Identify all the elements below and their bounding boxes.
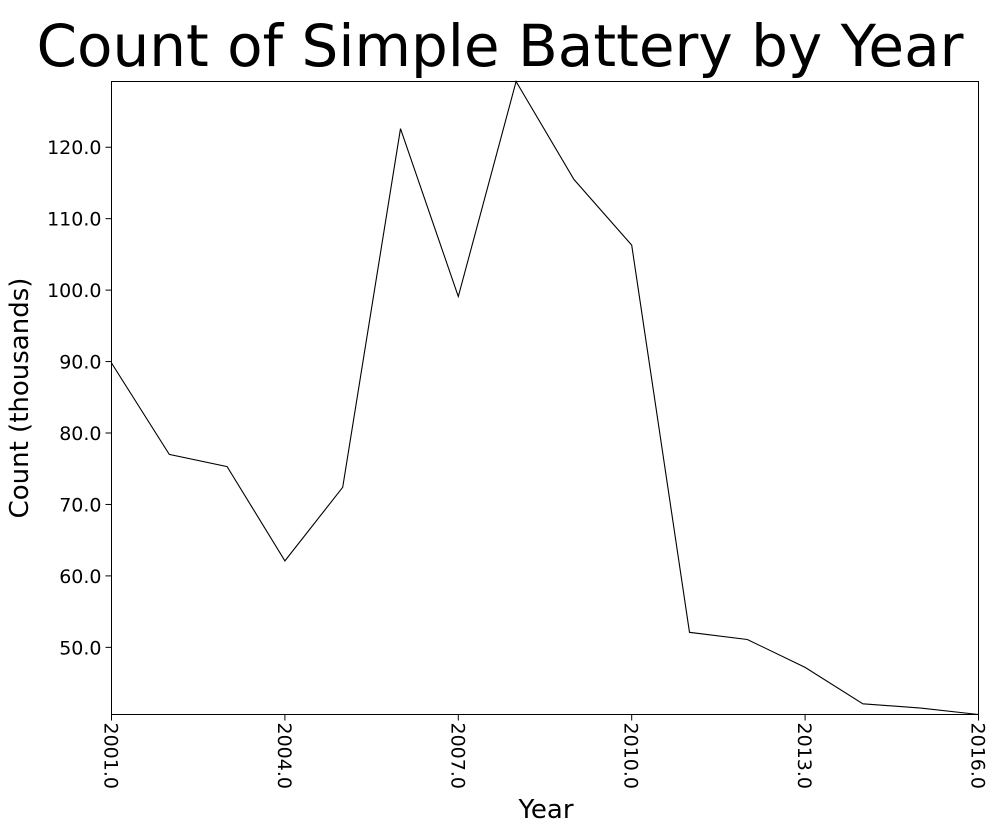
chart-title: Count of Simple Battery by Year [37,12,964,80]
x-tick-label: 2001.0 [100,723,122,789]
plot-frame [111,81,979,715]
y-tick-label: 110.0 [47,209,101,231]
x-tick-label: 2013.0 [793,723,815,789]
y-tick-label: 90.0 [59,352,101,374]
y-tick-label: 80.0 [59,423,101,445]
x-axis: 2001.0 2004.0 2007.0 2010.0 2013.0 2016.0 [100,714,989,789]
x-tick-label: 2016.0 [967,723,989,789]
x-tick-label: 2004.0 [273,723,295,789]
x-axis-label: Year [517,795,573,825]
x-tick-label: 2007.0 [446,723,468,789]
series-line [111,80,979,716]
x-tick-label: 2010.0 [620,723,642,789]
y-axis: 50.0 60.0 70.0 80.0 90.0 100.0 110.0 120.0 [47,137,112,659]
y-axis-label: Count (thousands) [5,278,35,519]
y-tick-label: 60.0 [59,566,101,588]
y-tick-label: 50.0 [59,637,101,659]
y-tick-label: 70.0 [59,494,101,516]
y-tick-label: 100.0 [47,280,101,302]
y-tick-label: 120.0 [47,137,101,159]
